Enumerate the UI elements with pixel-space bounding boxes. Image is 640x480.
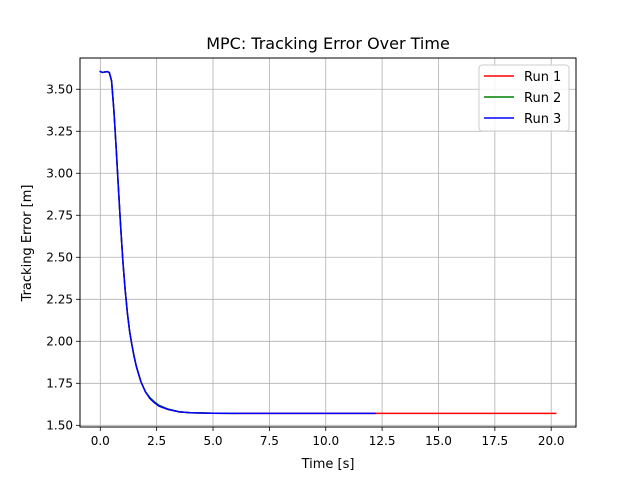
x-axis-label: Time [s] bbox=[301, 457, 355, 472]
y-axis-label: Tracking Error [m] bbox=[20, 185, 35, 303]
x-tick-label: 20.0 bbox=[538, 434, 565, 448]
legend-label-run-3: Run 3 bbox=[524, 112, 561, 127]
x-tick-label: 10.0 bbox=[312, 434, 339, 448]
legend-box bbox=[478, 64, 570, 132]
y-tick-label: 1.75 bbox=[46, 376, 73, 390]
plot-area-frame bbox=[79, 57, 577, 428]
y-tick-label: 3.25 bbox=[46, 124, 73, 138]
x-tick-label: 12.5 bbox=[369, 434, 396, 448]
x-tick-label: 7.5 bbox=[260, 434, 279, 448]
x-axis-ticks: 0.0 2.5 5.0 7.5 10.0 12.5 15.0 17.5 20.0 bbox=[91, 427, 565, 448]
y-tick-label: 3.00 bbox=[46, 166, 73, 180]
y-tick-label: 1.50 bbox=[46, 418, 73, 432]
y-axis-ticks: 1.50 1.75 2.00 2.25 2.50 2.75 3.00 3.25 3.50 bbox=[46, 82, 80, 432]
series-lines bbox=[99, 70, 557, 415]
y-tick-label: 3.50 bbox=[46, 82, 73, 96]
x-tick-label: 2.5 bbox=[147, 434, 166, 448]
series-line-run-3 bbox=[99, 70, 377, 415]
chart-title: MPC: Tracking Error Over Time bbox=[206, 34, 450, 53]
legend: Run 1 Run 2 Run 3 bbox=[478, 64, 570, 132]
x-tick-label: 17.5 bbox=[481, 434, 508, 448]
y-tick-label: 2.00 bbox=[46, 334, 73, 348]
legend-label-run-1: Run 1 bbox=[524, 70, 561, 85]
x-tick-label: 15.0 bbox=[425, 434, 452, 448]
x-tick-label: 5.0 bbox=[203, 434, 222, 448]
y-tick-label: 2.50 bbox=[46, 250, 73, 264]
y-tick-label: 2.25 bbox=[46, 292, 73, 306]
legend-label-run-2: Run 2 bbox=[524, 91, 561, 106]
x-tick-label: 0.0 bbox=[91, 434, 110, 448]
y-tick-label: 2.75 bbox=[46, 208, 73, 222]
